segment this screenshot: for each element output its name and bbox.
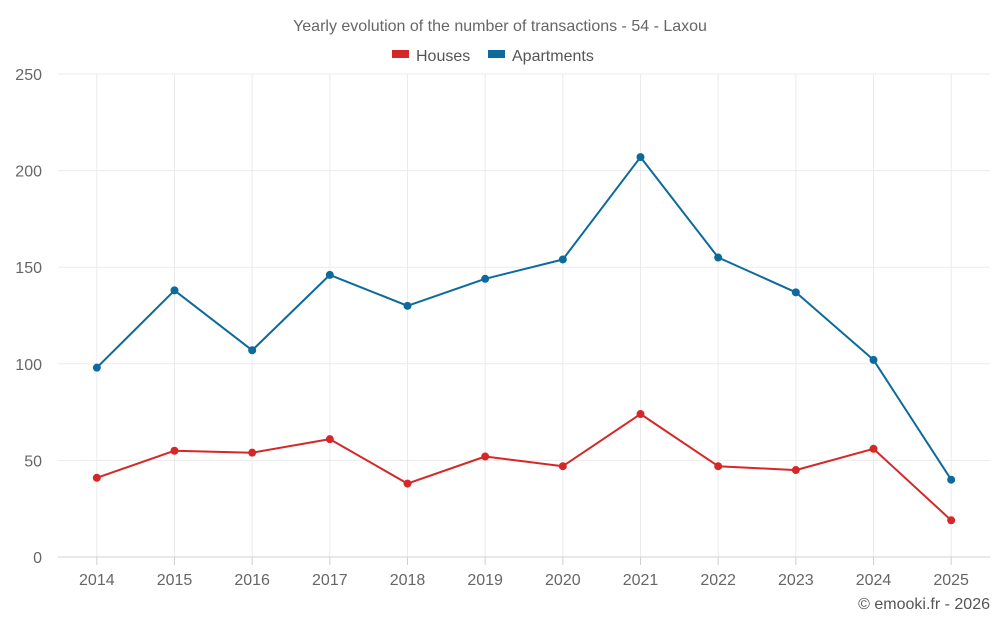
y-tick-label: 150: [15, 260, 42, 277]
x-tick-label: 2019: [467, 572, 503, 589]
data-point-houses[interactable]: [403, 479, 412, 488]
x-tick-label: 2018: [390, 572, 426, 589]
legend-swatch-houses: [392, 50, 409, 58]
legend-label-apartments[interactable]: Apartments: [512, 48, 594, 65]
data-point-houses[interactable]: [791, 466, 800, 475]
y-tick-label: 0: [33, 550, 42, 567]
data-point-houses[interactable]: [170, 446, 179, 455]
legend-label-houses[interactable]: Houses: [416, 48, 470, 65]
x-tick-label: 2016: [234, 572, 270, 589]
legend-swatch-apartments: [488, 50, 505, 58]
x-tick-label: 2021: [623, 572, 659, 589]
x-tick-label: 2024: [856, 572, 892, 589]
x-tick-label: 2015: [157, 572, 193, 589]
chart-title: Yearly evolution of the number of transa…: [293, 18, 707, 35]
data-point-houses[interactable]: [869, 444, 878, 453]
series: [92, 153, 956, 525]
legend: Houses Apartments: [392, 48, 594, 65]
series-line-apartments: [96, 156, 953, 481]
data-point-apartments[interactable]: [714, 253, 723, 262]
data-point-houses[interactable]: [947, 516, 956, 525]
x-tick-label: 2022: [700, 572, 736, 589]
data-point-apartments[interactable]: [325, 270, 334, 279]
axes: 0 50 100 150 200 250 2014 2015 2016 2017 2018 2019 2…: [15, 67, 990, 589]
data-point-houses[interactable]: [481, 452, 490, 461]
y-tick-label: 250: [15, 67, 42, 84]
data-point-apartments[interactable]: [403, 301, 412, 310]
data-point-houses[interactable]: [636, 410, 645, 419]
data-point-houses[interactable]: [92, 473, 101, 482]
data-point-apartments[interactable]: [869, 355, 878, 364]
data-point-apartments[interactable]: [481, 274, 490, 283]
x-tick-label: 2023: [778, 572, 814, 589]
data-point-apartments[interactable]: [636, 153, 645, 162]
y-tick-label: 50: [24, 453, 42, 470]
x-tick-label: 2020: [545, 572, 581, 589]
credit-text: © emooki.fr - 2026: [858, 596, 990, 613]
x-tick-label: 2025: [933, 572, 969, 589]
data-point-houses[interactable]: [714, 462, 723, 471]
y-tick-label: 200: [15, 164, 42, 181]
data-point-houses[interactable]: [558, 462, 567, 471]
x-tick-label: 2014: [79, 572, 115, 589]
data-point-apartments[interactable]: [558, 255, 567, 264]
data-point-apartments[interactable]: [170, 286, 179, 295]
grid: [58, 73, 990, 557]
data-point-apartments[interactable]: [791, 288, 800, 297]
data-point-apartments[interactable]: [92, 363, 101, 372]
y-tick-label: 100: [15, 357, 42, 374]
data-point-houses[interactable]: [325, 435, 334, 444]
series-line-houses: [96, 413, 952, 522]
data-point-apartments[interactable]: [947, 475, 956, 484]
data-point-apartments[interactable]: [248, 346, 257, 355]
data-point-houses[interactable]: [248, 448, 257, 457]
x-tick-label: 2017: [312, 572, 348, 589]
